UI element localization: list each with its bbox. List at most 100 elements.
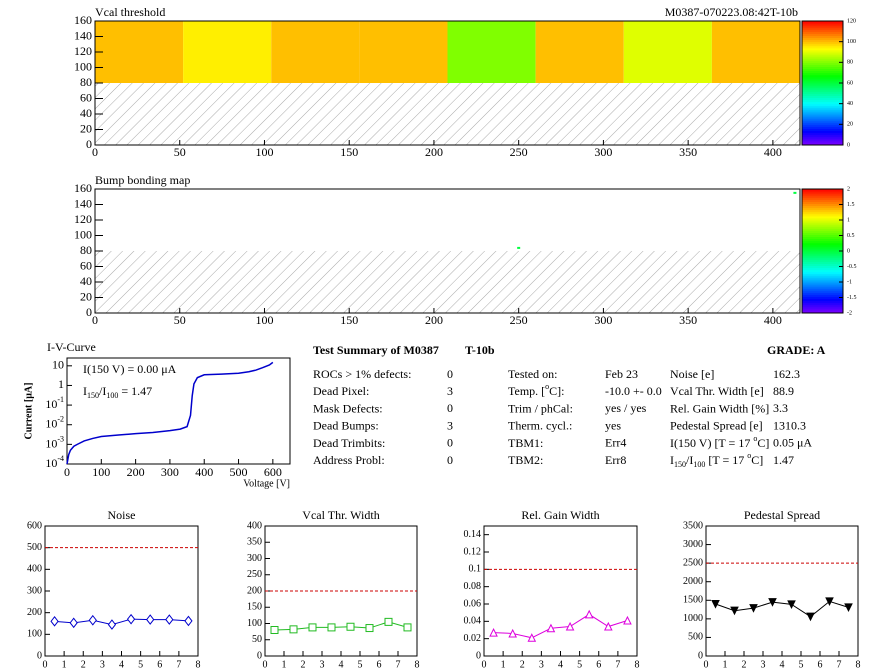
- y-tick-label: 1: [58, 377, 64, 391]
- colorbar-step: [802, 33, 843, 36]
- colorbar-step: [802, 294, 843, 297]
- text-segment: I: [670, 453, 674, 467]
- marker: [384, 617, 393, 626]
- chart-title: Vcal threshold: [95, 5, 165, 19]
- subscript: 150: [674, 460, 686, 469]
- text-segment: ROCs > 1% defects:: [313, 367, 411, 381]
- y-tick-label: 300: [247, 553, 262, 564]
- x-tick-label: 4: [339, 659, 344, 670]
- colorbar-step: [802, 142, 843, 146]
- colorbar-step: [802, 238, 843, 242]
- y-tick-label: 500: [27, 542, 42, 553]
- marker: [327, 623, 336, 632]
- x-tick-label: 3: [320, 659, 325, 670]
- x-tick-label: 5: [358, 659, 363, 670]
- marker: [50, 616, 59, 627]
- y-tick-label: 80: [80, 75, 92, 89]
- plot-frame: [483, 525, 638, 657]
- text-segment: I(150 V) = 0.00 μA: [83, 362, 177, 376]
- text-segment: Noise [e]: [670, 367, 714, 381]
- x-tick-label: 6: [818, 659, 823, 670]
- y-axis-label: Current [μA]: [23, 383, 34, 440]
- colorbar-step: [802, 224, 843, 227]
- x-tick-label: 350: [679, 145, 697, 159]
- y-tick-label: 400: [27, 564, 42, 575]
- y-tick-label: 0.04: [464, 616, 482, 627]
- y-tick-label: 2000: [683, 576, 703, 587]
- text-segment: Rel. Gain Width [%]: [670, 401, 769, 415]
- marker: [270, 626, 279, 634]
- text-segment: Temp. [: [508, 384, 545, 398]
- colorbar-step: [802, 103, 843, 107]
- marker: [146, 614, 155, 625]
- colorbar-step: [802, 120, 843, 123]
- y-tick-label: 2500: [683, 557, 703, 568]
- subscript: 100: [106, 391, 118, 400]
- colorbar-step: [802, 85, 843, 88]
- text-segment: Address Probl:: [313, 453, 385, 467]
- colorbar-step: [802, 195, 843, 198]
- y-tick-label: 10-2: [45, 415, 64, 431]
- marker: [69, 617, 78, 629]
- summary-value: yes: [605, 418, 621, 432]
- colorbar-step: [802, 275, 843, 279]
- colorbar-step: [802, 251, 843, 254]
- bump-point: [517, 246, 521, 249]
- colorbar-step: [802, 134, 843, 138]
- x-tick-label: 6: [596, 659, 601, 670]
- summary-label: TBM2:: [508, 453, 543, 467]
- colorbar-step: [802, 101, 843, 105]
- colorbar-step: [802, 126, 843, 129]
- x-tick-label: 8: [415, 659, 420, 670]
- tick-base: 10: [45, 456, 57, 470]
- x-tick-label: 0: [64, 465, 70, 479]
- colorbar-step: [802, 45, 843, 49]
- annotation: I(150 V) = 0.00 μA: [83, 362, 177, 376]
- colorbar-step: [802, 209, 843, 213]
- summary-label: Dead Trimbits:: [313, 436, 385, 450]
- y-tick-label: 80: [80, 243, 92, 257]
- colorbar-step: [802, 191, 843, 194]
- summary-value: Err4: [605, 436, 626, 450]
- marker: [711, 600, 720, 609]
- summary-label: Trim / phCal:: [508, 401, 573, 415]
- y-tick-label: 200: [247, 585, 262, 596]
- x-tick-label: 8: [196, 659, 201, 670]
- summary-value: 0: [447, 367, 453, 381]
- summary-value: Err8: [605, 453, 626, 467]
- colorbar-step: [802, 97, 843, 101]
- text-segment: Dead Pixel:: [313, 384, 369, 398]
- summary-value: 0.05 μA: [773, 436, 812, 450]
- x-tick-label: 7: [396, 659, 401, 670]
- heatmap-cell: [623, 21, 712, 83]
- colorbar-step: [802, 302, 843, 306]
- colorbar-step: [802, 230, 843, 233]
- plot-frame: [44, 525, 199, 657]
- colorbar-step: [802, 298, 843, 302]
- chart-title: Noise: [108, 508, 136, 522]
- tick-exponent: -4: [57, 454, 64, 463]
- plot-frame: [705, 525, 859, 657]
- subscript: 100: [693, 460, 705, 469]
- masked-region: [95, 251, 800, 313]
- text-segment: = 1.47: [118, 384, 152, 398]
- colorbar-step: [802, 99, 843, 103]
- colorbar-step: [802, 83, 843, 86]
- x-tick-label: 3: [100, 659, 105, 670]
- colorbar-step: [802, 70, 843, 74]
- x-tick-label: 400: [764, 145, 782, 159]
- y-tick-label: 100: [247, 618, 262, 629]
- y-tick-label: 20: [80, 121, 92, 135]
- colorbar-step: [802, 87, 843, 90]
- x-tick-label: 150: [340, 313, 358, 327]
- x-tick-label: 200: [425, 313, 443, 327]
- colorbar-step: [802, 253, 843, 256]
- colorbar-step: [802, 74, 843, 78]
- summary-value: Feb 23: [605, 367, 638, 381]
- x-tick-label: 0: [92, 313, 98, 327]
- x-tick-label: 1: [501, 659, 506, 670]
- summary-value: 3.3: [773, 401, 788, 415]
- marker: [787, 600, 796, 609]
- colorbar-step: [802, 211, 843, 215]
